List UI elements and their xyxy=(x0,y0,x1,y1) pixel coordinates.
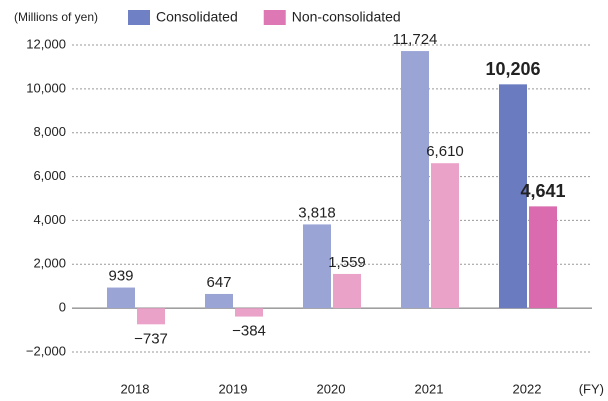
bar xyxy=(107,287,135,309)
value-label: 11,724 xyxy=(393,31,438,48)
value-label: 647 xyxy=(206,274,231,291)
bar xyxy=(401,51,429,309)
y-tick-label: −2,000 xyxy=(26,343,66,358)
y-tick-label: 6,000 xyxy=(33,168,66,183)
unit-label: (Millions of yen) xyxy=(14,10,98,24)
bar xyxy=(499,84,527,309)
legend-swatch xyxy=(263,10,286,25)
bar xyxy=(235,308,263,317)
value-label: 6,610 xyxy=(426,143,464,160)
value-label: 10,206 xyxy=(485,59,540,79)
value-label: 1,559 xyxy=(328,254,366,271)
x-tick-label: 2019 xyxy=(219,381,248,396)
value-label: 4,641 xyxy=(520,181,565,201)
bar xyxy=(333,273,361,309)
legend-label: Non-consolidated xyxy=(292,9,401,25)
y-tick-label: 0 xyxy=(59,300,66,315)
x-tick-label: 2020 xyxy=(317,381,346,396)
x-tick-label: 2021 xyxy=(415,381,444,396)
y-tick-label: 12,000 xyxy=(26,36,66,51)
value-label: −384 xyxy=(232,323,266,340)
value-label: −737 xyxy=(134,330,168,347)
value-label: 939 xyxy=(108,268,133,285)
y-tick-label: 4,000 xyxy=(33,212,66,227)
x-axis-label: (FY) xyxy=(579,381,604,396)
x-tick-label: 2018 xyxy=(121,381,150,396)
y-tick-label: 8,000 xyxy=(33,124,66,139)
bar xyxy=(431,163,459,309)
bar xyxy=(137,308,165,325)
bar xyxy=(205,293,233,309)
bar xyxy=(303,224,331,309)
legend-label: Consolidated xyxy=(156,9,238,25)
legend-swatch xyxy=(128,10,150,25)
x-tick-label: 2022 xyxy=(513,381,542,396)
value-label: 3,818 xyxy=(298,204,336,221)
bar xyxy=(529,206,557,309)
y-tick-label: 2,000 xyxy=(33,256,66,271)
y-tick-label: 10,000 xyxy=(26,80,66,95)
